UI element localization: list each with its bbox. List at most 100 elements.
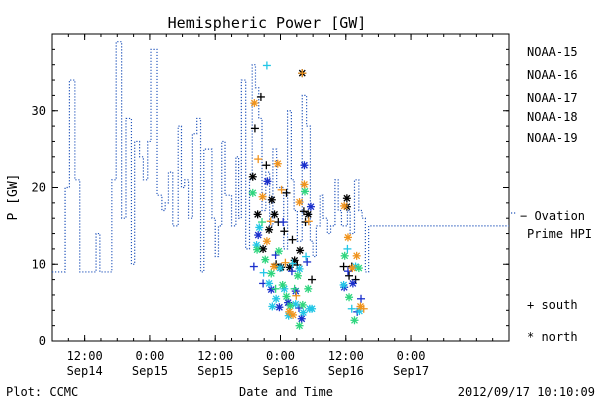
marker-star-d2 [271, 210, 278, 218]
marker-star-d2 [249, 189, 257, 197]
x-tick-time: 0:00 [135, 349, 164, 363]
y-ticks: 0 10 20 30 [32, 33, 509, 348]
marker-noaa-16 [343, 267, 352, 276]
marker-noaa-19 [250, 99, 259, 108]
marker-noaa-18 [300, 187, 309, 196]
marker-noaa-17 [275, 264, 284, 273]
marker-noaa-17 [265, 279, 274, 288]
marker-star-d2 [296, 198, 304, 206]
marker-noaa-15 [262, 161, 271, 170]
marker-star-d2 [343, 194, 351, 202]
marker-noaa-18 [295, 321, 304, 330]
marker-star-d2 [296, 322, 304, 330]
marker-star-d2 [275, 303, 283, 311]
marker-star-d2 [298, 315, 306, 323]
marker-noaa-19 [298, 69, 307, 78]
marker-noaa-18 [253, 245, 262, 254]
marker-noaa-17 [299, 308, 308, 317]
marker-star-d2 [261, 256, 269, 264]
marker-noaa-18 [271, 284, 280, 293]
marker-noaa-19 [348, 264, 357, 273]
marker-noaa-19 [281, 258, 290, 267]
marker-star-d2 [286, 263, 294, 271]
marker-noaa-17 [255, 223, 264, 232]
y-tick-label: 0 [39, 334, 46, 348]
marker-noaa-17 [308, 304, 317, 313]
marker-noaa-15 [267, 195, 276, 204]
marker-star-d2 [263, 237, 271, 245]
marker-star-d2 [259, 245, 267, 253]
marker-noaa-15 [250, 124, 259, 133]
marker-noaa-15 [304, 210, 313, 219]
legend-ovation-line1: − Ovation [520, 209, 585, 223]
marker-noaa-16 [303, 257, 312, 266]
marker-noaa-17 [339, 280, 348, 289]
marker-star-d2 [343, 203, 351, 211]
marker-star-d2 [299, 309, 307, 317]
legend: NOAA-15 NOAA-16 NOAA-17 NOAA-18 NOAA-19 … [520, 45, 592, 344]
x-tick-time: 12:00 [328, 349, 364, 363]
marker-noaa-15 [259, 244, 268, 253]
marker-star-d2 [345, 293, 353, 301]
marker-noaa-19 [289, 310, 298, 319]
marker-noaa-16 [300, 161, 309, 170]
marker-star-d2 [301, 187, 309, 195]
marker-star-d2 [304, 285, 312, 293]
marker-noaa-15 [342, 194, 351, 203]
marker-noaa-15 [339, 262, 348, 271]
marker-noaa-16 [263, 177, 272, 186]
marker-star-d2 [280, 285, 288, 293]
marker-star-d2 [275, 247, 283, 255]
y-tick-label: 10 [32, 257, 46, 271]
x-axis-label: Date and Time [239, 385, 333, 399]
marker-noaa-17 [288, 259, 297, 268]
x-tick-time: 12:00 [67, 349, 103, 363]
marker-noaa-15 [282, 188, 291, 197]
marker-noaa-18 [354, 264, 363, 273]
marker-noaa-19 [292, 291, 301, 300]
satellite-markers [248, 61, 368, 330]
marker-noaa-18 [278, 280, 287, 289]
marker-noaa-19 [277, 185, 286, 194]
marker-noaa-15 [248, 172, 257, 181]
marker-noaa-18 [248, 188, 257, 197]
marker-star-d2 [341, 252, 349, 260]
ovation-line [52, 41, 517, 273]
marker-noaa-19 [262, 237, 271, 246]
marker-noaa-19 [273, 159, 282, 168]
marker-noaa-15 [299, 207, 308, 216]
marker-noaa-19 [352, 251, 361, 260]
marker-noaa-15 [265, 225, 274, 234]
marker-noaa-18 [274, 247, 283, 256]
legend-noaa-15: NOAA-15 [527, 45, 578, 59]
marker-star-d2 [344, 233, 352, 241]
marker-noaa-19 [295, 198, 304, 207]
marker-star-d2 [272, 295, 280, 303]
x-tick-time: 12:00 [197, 349, 233, 363]
marker-star-d2 [353, 252, 361, 260]
marker-noaa-18 [340, 251, 349, 260]
marker-star-d2 [299, 301, 307, 309]
marker-noaa-18 [286, 301, 295, 310]
marker-star-d2 [340, 281, 348, 289]
marker-noaa-18 [304, 284, 313, 293]
marker-star-d2 [265, 279, 273, 287]
marker-noaa-17 [347, 304, 356, 313]
marker-noaa-19 [258, 192, 267, 201]
marker-noaa-16 [306, 202, 315, 211]
marker-noaa-15 [288, 235, 297, 244]
marker-star-d2 [289, 311, 297, 319]
marker-star-d2 [351, 316, 358, 324]
marker-noaa-16 [249, 262, 258, 271]
marker-star-d2 [296, 246, 304, 254]
marker-noaa-18 [258, 218, 267, 227]
marker-noaa-16 [275, 303, 284, 312]
marker-noaa-17 [268, 302, 277, 311]
marker-star-d2 [286, 302, 294, 310]
marker-noaa-19 [359, 304, 368, 313]
plot-credit: Plot: CCMC [6, 385, 78, 399]
marker-noaa-15 [280, 227, 289, 236]
ovation-step-line [52, 41, 509, 273]
y-tick-label: 20 [32, 181, 46, 195]
x-tick-date: Sep14 [67, 364, 103, 378]
